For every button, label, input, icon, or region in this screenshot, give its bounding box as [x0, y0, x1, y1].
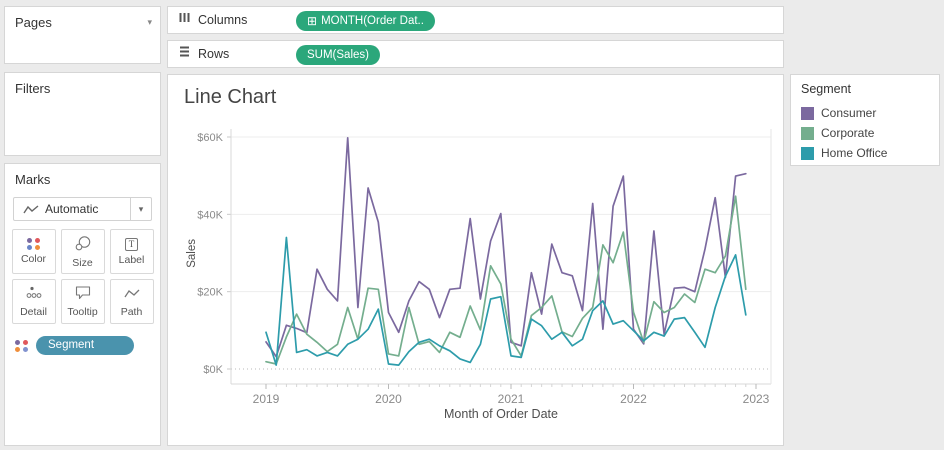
- series-line-consumer[interactable]: [265, 136, 747, 358]
- mark-type-dropdown[interactable]: Automatic ▾: [13, 197, 152, 221]
- year-tick-label: 2021: [498, 392, 525, 406]
- year-tick-label: 2019: [253, 392, 280, 406]
- expand-plus-icon[interactable]: ⊞: [307, 14, 318, 28]
- line-mark-icon: [22, 203, 40, 216]
- segment-pill[interactable]: Segment: [36, 336, 134, 355]
- rows-shelf-label: Rows: [198, 47, 230, 61]
- chevron-down-icon[interactable]: ▾: [130, 198, 151, 220]
- detail-dots-icon: [25, 285, 43, 303]
- rows-shelf[interactable]: Rows SUM(Sales): [167, 40, 784, 68]
- x-axis-title: Month of Order Date: [444, 407, 558, 421]
- label-button-label: Label: [118, 253, 145, 266]
- legend-swatch: [801, 106, 814, 120]
- year-tick-label: 2022: [620, 392, 647, 406]
- path-button[interactable]: Path: [109, 279, 154, 324]
- size-button-label: Size: [72, 256, 93, 269]
- legend-item-corporate[interactable]: Corporate: [801, 123, 939, 143]
- filters-shelf-title: Filters: [15, 81, 51, 96]
- tooltip-bubble-icon: [74, 285, 92, 303]
- segment-encoding-row: Segment: [15, 336, 152, 355]
- legend-label: Home Office: [821, 146, 888, 160]
- chart-title: Line Chart: [184, 86, 277, 108]
- columns-shelf-label: Columns: [198, 13, 248, 27]
- path-button-label: Path: [120, 305, 143, 318]
- text-label-icon: T: [125, 237, 138, 251]
- y-tick-label: $0K: [203, 364, 223, 376]
- color-button[interactable]: Color: [11, 229, 56, 274]
- year-tick-label: 2020: [375, 392, 402, 406]
- legend-item-home-office[interactable]: Home Office: [801, 143, 939, 163]
- detail-button[interactable]: Detail: [11, 279, 56, 324]
- y-tick-label: $20K: [197, 287, 223, 299]
- marks-panel-title: Marks: [15, 172, 51, 187]
- size-circles-icon: [74, 235, 92, 254]
- marks-panel: Marks Automatic ▾ Color Size: [4, 163, 161, 446]
- series-line-corporate[interactable]: [265, 195, 747, 365]
- tooltip-button-label: Tooltip: [67, 306, 98, 318]
- chevron-down-icon[interactable]: ▾: [147, 17, 152, 27]
- size-button[interactable]: Size: [60, 229, 105, 274]
- pages-shelf-title: Pages: [15, 15, 52, 30]
- pages-shelf[interactable]: Pages ▾: [4, 6, 161, 64]
- month-order-date-pill[interactable]: ⊞ MONTH(Order Dat..: [296, 11, 435, 31]
- legend-swatch: [801, 146, 814, 160]
- year-tick-label: 2023: [743, 392, 770, 406]
- path-zigzag-icon: [123, 286, 141, 303]
- y-tick-label: $60K: [197, 132, 223, 144]
- legend-items: Consumer Corporate Home Office: [801, 103, 939, 163]
- color-button-label: Color: [20, 253, 47, 265]
- mark-type-value: Automatic: [45, 202, 99, 216]
- legend-swatch: [801, 126, 814, 140]
- sum-sales-pill[interactable]: SUM(Sales): [296, 45, 380, 65]
- segment-color-legend[interactable]: Segment Consumer Corporate Home Office: [790, 74, 940, 166]
- columns-icon: [178, 11, 191, 29]
- line-chart-plot[interactable]: $0K $20K $40K $60K 2019 2020 2021 2022 2023: [168, 75, 785, 447]
- filters-shelf[interactable]: Filters: [4, 72, 161, 156]
- color-dots-icon: [26, 238, 41, 250]
- legend-label: Consumer: [821, 106, 877, 120]
- columns-shelf[interactable]: Columns ⊞ MONTH(Order Dat..: [167, 6, 784, 34]
- worksheet-view: Line Chart Sales $0K $20K $40K $60K 2019 2020…: [167, 74, 784, 446]
- tooltip-button[interactable]: Tooltip: [60, 279, 105, 324]
- rows-icon: [178, 45, 191, 63]
- legend-item-consumer[interactable]: Consumer: [801, 103, 939, 123]
- series-line-home-office[interactable]: [265, 236, 747, 366]
- detail-button-label: Detail: [20, 306, 47, 318]
- color-encoding-icon: [15, 339, 29, 352]
- label-button[interactable]: T Label: [109, 229, 154, 274]
- legend-label: Corporate: [821, 126, 875, 140]
- legend-title: Segment: [801, 82, 852, 96]
- columns-pill-label: MONTH(Order Dat..: [321, 15, 424, 27]
- rows-pill-label: SUM(Sales): [307, 49, 369, 61]
- y-tick-label: $40K: [197, 209, 223, 221]
- marks-buttons: Color Size T Label: [5, 229, 160, 324]
